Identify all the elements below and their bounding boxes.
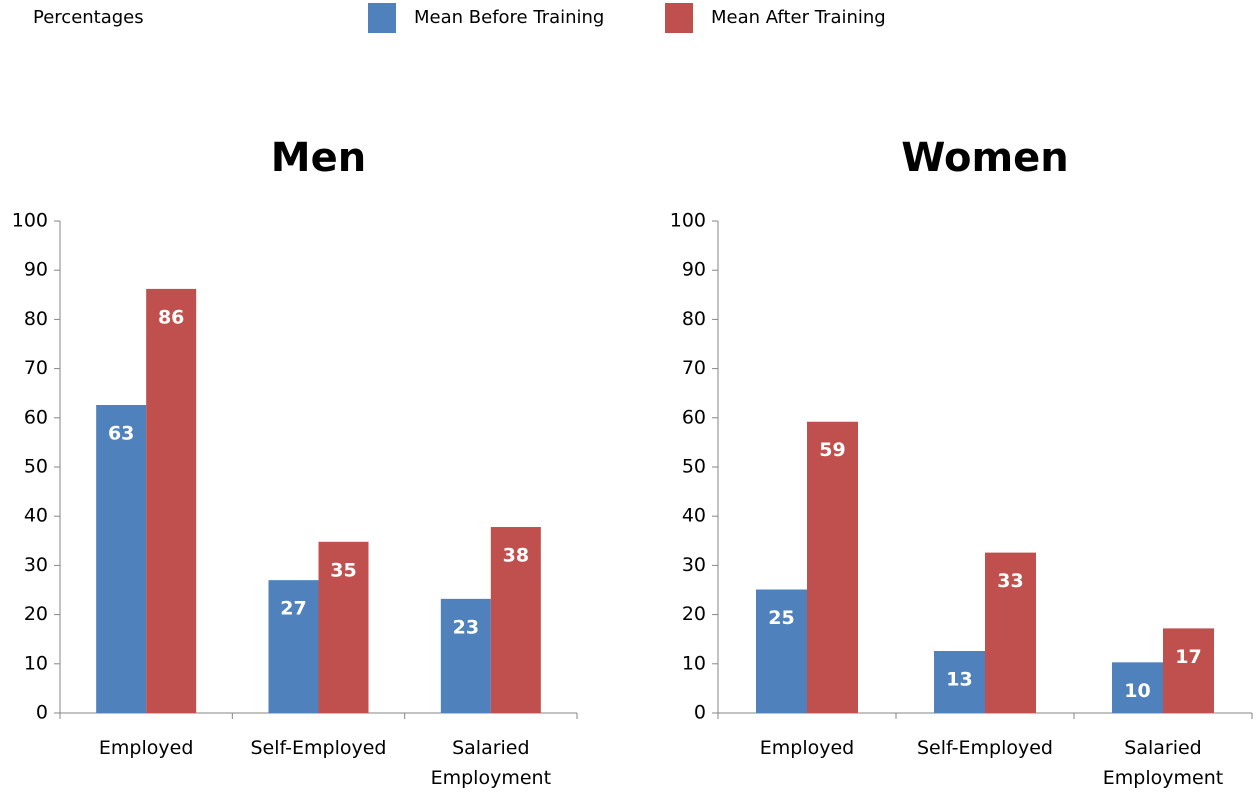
y-tick-label: 80	[24, 308, 48, 330]
y-tick-label: 0	[36, 702, 48, 724]
bar	[985, 552, 1036, 713]
y-tick-label: 50	[24, 456, 48, 478]
caption: Percentages	[33, 7, 144, 28]
y-tick-label: 10	[24, 652, 48, 674]
bar	[1163, 628, 1214, 713]
y-tick-label: 20	[24, 603, 48, 625]
y-tick-label: 60	[24, 406, 48, 428]
value-label: 13	[946, 669, 972, 691]
y-tick-label: 100	[670, 210, 706, 232]
y-tick-label: 10	[682, 652, 706, 674]
x-tick-label: Salaried Employment	[1102, 737, 1224, 789]
bar	[96, 405, 147, 713]
bar	[268, 580, 319, 713]
legend-label: Mean Before Training	[414, 7, 604, 28]
x-tick-label: Employed	[759, 737, 855, 759]
value-label: 25	[768, 607, 794, 629]
value-label: 35	[330, 559, 356, 581]
y-tick-label: 30	[682, 554, 706, 576]
legend-swatch	[368, 3, 396, 33]
y-tick-label: 70	[24, 357, 48, 379]
y-tick-label: 60	[682, 406, 706, 428]
y-tick-label: 80	[682, 308, 706, 330]
y-tick-label: 70	[682, 357, 706, 379]
value-label: 27	[280, 598, 306, 620]
value-label: 63	[108, 423, 134, 445]
value-label: 23	[453, 616, 479, 638]
bar	[440, 598, 491, 713]
x-tick-label: Employed	[98, 737, 194, 759]
y-tick-label: 30	[24, 554, 48, 576]
y-tick-label: 100	[12, 210, 48, 232]
bar	[756, 589, 807, 713]
value-label: 17	[1175, 646, 1201, 668]
y-tick-label: 50	[682, 456, 706, 478]
bar	[146, 288, 197, 713]
legend-swatch	[665, 3, 693, 33]
value-label: 38	[503, 545, 529, 567]
x-tick-label: Self-Employed	[916, 737, 1053, 759]
value-label: 86	[158, 306, 184, 328]
bar	[934, 651, 985, 713]
y-tick-label: 40	[24, 505, 48, 527]
bar	[318, 541, 369, 713]
legend-label: Mean After Training	[711, 7, 886, 28]
y-tick-label: 40	[682, 505, 706, 527]
y-tick-label: 90	[24, 259, 48, 281]
x-tick-label: Self-Employed	[250, 737, 387, 759]
chart-title: Men	[271, 135, 366, 181]
y-tick-label: 90	[682, 259, 706, 281]
x-tick-label: Salaried Employment	[430, 737, 552, 789]
y-tick-label: 0	[694, 702, 706, 724]
bar	[807, 421, 858, 713]
bar	[1112, 662, 1163, 713]
bar	[490, 527, 541, 713]
chart-title: Women	[901, 135, 1068, 181]
value-label: 10	[1124, 680, 1150, 702]
y-tick-label: 20	[682, 603, 706, 625]
value-label: 59	[819, 439, 845, 461]
value-label: 33	[997, 570, 1023, 592]
